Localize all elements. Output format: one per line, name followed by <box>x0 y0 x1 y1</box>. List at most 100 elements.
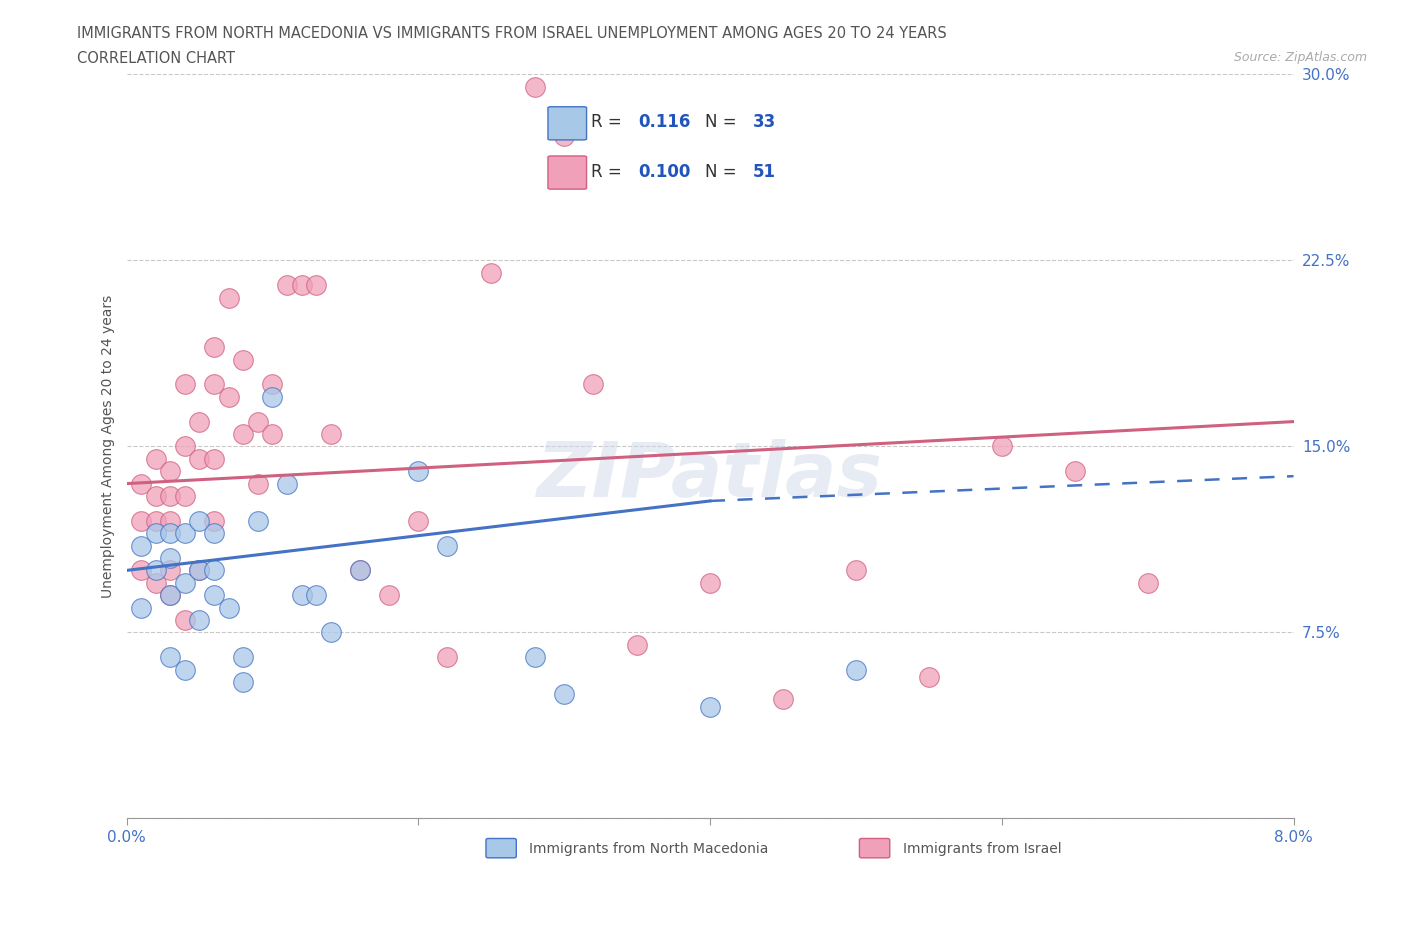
Point <box>159 488 181 503</box>
Point <box>582 377 605 392</box>
Point <box>218 600 240 615</box>
Point <box>188 563 211 578</box>
Text: Immigrants from Israel: Immigrants from Israel <box>903 842 1062 856</box>
Point <box>553 687 575 702</box>
Point <box>159 464 181 479</box>
Point <box>436 650 458 665</box>
Point <box>290 278 312 293</box>
Point <box>1136 576 1159 591</box>
Text: R =: R = <box>591 113 627 131</box>
Point <box>159 525 181 540</box>
Point <box>174 439 197 454</box>
Point <box>202 588 225 603</box>
Text: CORRELATION CHART: CORRELATION CHART <box>77 51 235 66</box>
Point <box>202 513 225 528</box>
Point <box>188 414 211 429</box>
Point <box>174 377 197 392</box>
Point <box>129 476 152 491</box>
Text: 33: 33 <box>752 113 776 131</box>
Point <box>276 476 298 491</box>
Point <box>553 129 575 144</box>
Point <box>246 414 269 429</box>
Point <box>218 390 240 405</box>
Point <box>626 637 648 652</box>
Point <box>845 662 868 677</box>
Point <box>523 650 546 665</box>
Point <box>174 576 197 591</box>
Point <box>188 563 211 578</box>
Point <box>290 588 312 603</box>
Point <box>845 563 868 578</box>
Point <box>349 563 371 578</box>
Point <box>174 662 197 677</box>
Point <box>145 576 167 591</box>
Point <box>188 513 211 528</box>
Point <box>523 79 546 94</box>
Text: N =: N = <box>706 113 742 131</box>
Point <box>129 563 152 578</box>
Text: N =: N = <box>706 163 742 180</box>
Point <box>408 464 430 479</box>
Point <box>990 439 1012 454</box>
Point <box>159 588 181 603</box>
Y-axis label: Unemployment Among Ages 20 to 24 years: Unemployment Among Ages 20 to 24 years <box>101 295 115 598</box>
Point <box>129 538 152 553</box>
Point <box>202 377 225 392</box>
Point <box>699 576 721 591</box>
Point <box>202 451 225 466</box>
Point <box>436 538 458 553</box>
Point <box>262 390 284 405</box>
Point <box>202 563 225 578</box>
Point <box>174 525 197 540</box>
Point <box>145 525 167 540</box>
Point <box>174 613 197 628</box>
Point <box>188 451 211 466</box>
Point <box>159 551 181 565</box>
Point <box>145 488 167 503</box>
Point <box>772 692 794 707</box>
Point <box>305 588 328 603</box>
Point <box>378 588 401 603</box>
Point <box>202 525 225 540</box>
Point <box>246 513 269 528</box>
Point <box>408 513 430 528</box>
FancyBboxPatch shape <box>548 107 586 140</box>
Point <box>232 352 254 367</box>
Point <box>699 699 721 714</box>
Point <box>232 427 254 442</box>
Point <box>262 377 284 392</box>
Point <box>918 670 941 684</box>
Point <box>188 613 211 628</box>
FancyBboxPatch shape <box>486 839 516 857</box>
Point <box>305 278 328 293</box>
Point <box>319 625 342 640</box>
Point <box>319 427 342 442</box>
Text: Immigrants from North Macedonia: Immigrants from North Macedonia <box>529 842 769 856</box>
FancyBboxPatch shape <box>859 839 890 857</box>
Point <box>276 278 298 293</box>
Point <box>129 513 152 528</box>
Point <box>202 339 225 354</box>
Point <box>1063 464 1085 479</box>
FancyBboxPatch shape <box>548 156 586 189</box>
Point <box>145 563 167 578</box>
Point <box>129 600 152 615</box>
Point <box>349 563 371 578</box>
Text: IMMIGRANTS FROM NORTH MACEDONIA VS IMMIGRANTS FROM ISRAEL UNEMPLOYMENT AMONG AGE: IMMIGRANTS FROM NORTH MACEDONIA VS IMMIG… <box>77 26 948 41</box>
Point <box>218 290 240 305</box>
Text: Source: ZipAtlas.com: Source: ZipAtlas.com <box>1233 51 1367 64</box>
Point <box>159 650 181 665</box>
Point <box>145 451 167 466</box>
Point <box>159 563 181 578</box>
Point <box>145 513 167 528</box>
Point <box>159 588 181 603</box>
Text: ZIPatlas: ZIPatlas <box>537 439 883 513</box>
Point <box>159 513 181 528</box>
Point <box>479 265 502 280</box>
Text: 0.116: 0.116 <box>638 113 690 131</box>
Point <box>246 476 269 491</box>
Point <box>262 427 284 442</box>
Text: R =: R = <box>591 163 627 180</box>
Text: 0.100: 0.100 <box>638 163 690 180</box>
Text: 51: 51 <box>752 163 775 180</box>
